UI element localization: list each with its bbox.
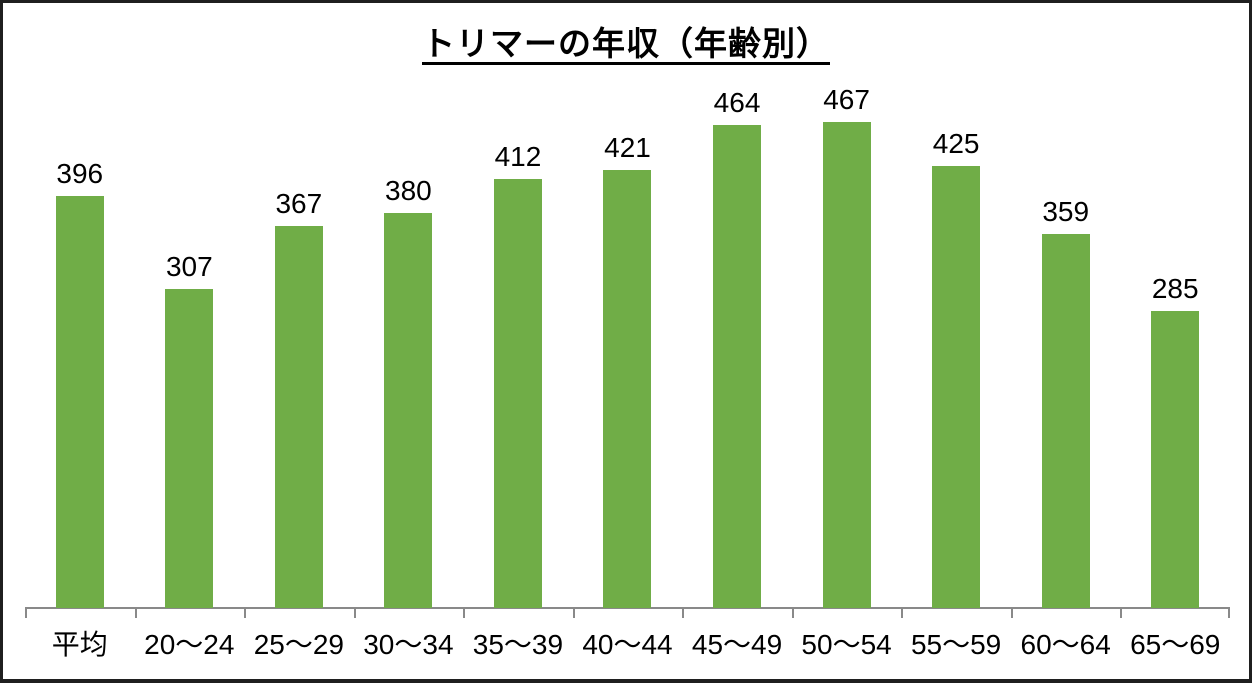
x-axis-tick — [244, 607, 247, 618]
bar — [274, 226, 323, 608]
bar — [932, 166, 981, 608]
x-axis-tick — [134, 607, 137, 618]
bar — [603, 170, 652, 608]
x-axis-category-label: 40〜44 — [582, 629, 673, 660]
bar — [55, 196, 104, 608]
x-axis-category-label: 65〜69 — [1130, 629, 1221, 660]
bar-value-label: 367 — [275, 188, 323, 219]
bar — [493, 179, 542, 608]
bar-column: 467 — [792, 84, 902, 608]
x-axis-tick — [25, 607, 27, 618]
bar — [822, 122, 871, 608]
bar-column: 367 — [244, 188, 354, 608]
x-axis-tick — [901, 607, 904, 618]
x-axis-tick — [1228, 607, 1230, 618]
bar — [165, 289, 214, 608]
x-axis-category-label: 20〜24 — [144, 629, 235, 660]
x-axis-category-label: 35〜39 — [472, 629, 564, 660]
bar-column: 380 — [354, 175, 464, 608]
bar-value-label: 359 — [1042, 196, 1090, 227]
bar-value-label: 425 — [932, 128, 980, 159]
x-axis-tick — [1010, 607, 1013, 618]
chart-title: トリマーの年収（年齢別） — [422, 25, 830, 62]
x-axis-category-label: 55〜59 — [910, 629, 1002, 660]
x-axis-category-label: 30〜34 — [363, 629, 454, 660]
bar — [1151, 311, 1200, 608]
x-axis-category-label: 50〜54 — [801, 629, 892, 660]
bar-column: 421 — [573, 132, 683, 608]
bar-value-label: 307 — [165, 251, 213, 282]
bar-column: 285 — [1120, 273, 1230, 608]
bar-column: 412 — [463, 141, 573, 608]
x-axis-category-label: 25〜29 — [253, 629, 344, 660]
x-axis-tick — [572, 607, 575, 618]
bar-value-label: 467 — [823, 84, 870, 115]
x-axis-tick — [463, 607, 466, 618]
x-axis-category-label: 平均 — [51, 629, 108, 660]
bar — [384, 213, 433, 608]
x-axis-tick — [791, 607, 794, 618]
bar-value-label: 421 — [604, 132, 651, 163]
bar-column: 464 — [682, 87, 792, 608]
bar-value-label: 285 — [1151, 273, 1199, 304]
bar-value-label: 396 — [56, 158, 104, 189]
bar — [713, 125, 762, 608]
bar-column: 396 — [25, 158, 135, 608]
x-axis-category-label: 60〜64 — [1020, 629, 1111, 660]
bar — [1041, 234, 1090, 608]
bar-column: 307 — [135, 251, 245, 608]
x-axis-category-label: 45〜49 — [691, 629, 783, 660]
bar-value-label: 412 — [494, 141, 542, 172]
bar-value-label: 380 — [385, 175, 432, 206]
bar-column: 425 — [901, 128, 1011, 608]
x-axis-tick — [682, 607, 685, 618]
bar-column: 359 — [1011, 196, 1121, 608]
bar-value-label: 464 — [713, 87, 761, 118]
x-axis-line — [25, 607, 1230, 618]
plot-area: 396 平均 307 20〜24 367 25〜29 380 30〜34 412 35〜39 421… — [3, 3, 1249, 679]
x-axis-tick — [1120, 607, 1123, 618]
x-axis-tick — [353, 607, 356, 618]
